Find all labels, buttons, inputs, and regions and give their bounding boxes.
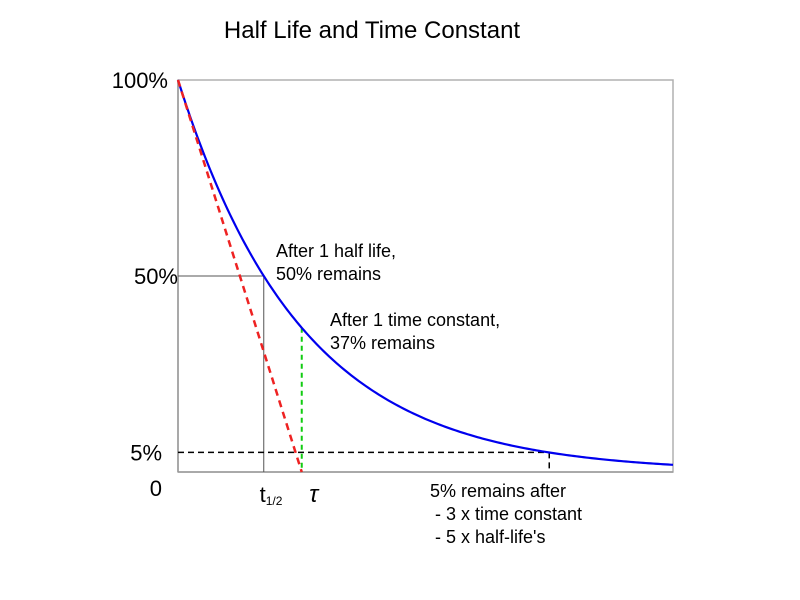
x-tick-label-tau: τ — [309, 481, 320, 508]
five-percent-annotation-line-3: - 5 x half-life's — [430, 527, 545, 547]
y-tick-label-50: 50% — [134, 264, 178, 289]
time-constant-annotation: After 1 time constant, 37% remains — [330, 310, 500, 353]
time-constant-annotation-line-2: 37% remains — [330, 333, 435, 353]
half-life-annotation-line-2: 50% remains — [276, 264, 381, 284]
time-constant-annotation-line-1: After 1 time constant, — [330, 310, 500, 330]
five-percent-annotation: 5% remains after - 3 x time constant - 5… — [430, 481, 582, 547]
decay-curve-series — [176, 79, 674, 466]
y-tick-label-100: 100% — [112, 68, 168, 93]
x-tick-label-half-life: t 1/2 — [260, 482, 283, 508]
half-life-annotation-line-1: After 1 half life, — [276, 241, 396, 261]
x-tick-t-subscript: 1/2 — [266, 494, 283, 508]
chart-title: Half Life and Time Constant — [224, 17, 520, 44]
half-life-annotation: After 1 half life, 50% remains — [276, 241, 396, 284]
five-percent-annotation-line-2: - 3 x time constant — [430, 504, 582, 524]
x-tick-t: t — [260, 482, 266, 507]
y-tick-label-0: 0 — [150, 476, 162, 501]
y-tick-label-5: 5% — [130, 440, 162, 465]
initial-tangent-series — [176, 79, 303, 473]
five-percent-annotation-line-1: 5% remains after — [430, 481, 566, 501]
